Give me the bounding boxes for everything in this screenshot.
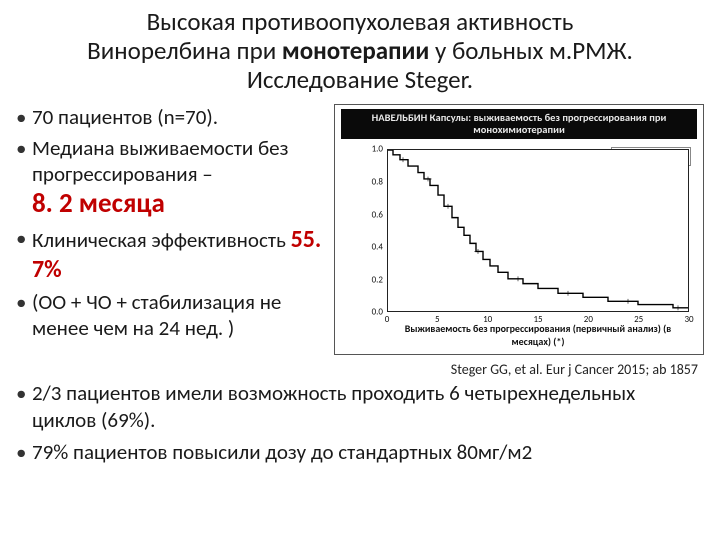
plot-area xyxy=(387,149,689,312)
chart-title-line2: монохимиотерапии xyxy=(473,123,565,136)
censor-mark-icon xyxy=(564,291,571,296)
chart-title: НАВЕЛЬБИН Капсулы: выживаемость без прог… xyxy=(341,109,697,139)
title-line3: Исследование Steger. xyxy=(247,64,473,95)
bullet-5: 2/3 пациентов имели возможность проходит… xyxy=(16,380,704,433)
upper-bullet-list: 70 пациентов (n=70). Медиана выживаемост… xyxy=(16,104,326,341)
title-line1: Высокая противоопухолевая активность xyxy=(147,6,574,37)
title-line2-pre: Винорелбина при xyxy=(87,35,282,66)
right-column: НАВЕЛЬБИН Капсулы: выживаемость без прог… xyxy=(334,104,704,378)
title-line2-post: у больных м.РМЖ. xyxy=(429,35,633,66)
y-tick: 0.8 xyxy=(372,176,383,187)
slide-title: Высокая противоопухолевая активность Вин… xyxy=(16,8,704,94)
bullet-2: Медиана выживаемости без прогрессировани… xyxy=(16,135,326,221)
censor-mark-icon xyxy=(444,204,451,209)
bullet-6-text: 79% пациентов повысили дозу до стандартн… xyxy=(32,439,532,465)
censor-mark-icon xyxy=(624,299,631,304)
y-tick: 0.6 xyxy=(372,209,383,220)
citation: Steger GG, et al. Eur j Cancer 2015; ab … xyxy=(334,361,704,378)
bullet-3-pre: Клиническая эффективность xyxy=(32,227,291,253)
y-tick: 0.0 xyxy=(372,307,383,318)
censor-mark-icon xyxy=(674,306,681,311)
bullet-2-text: Медиана выживаемости без прогрессировани… xyxy=(32,135,289,187)
km-step-line xyxy=(388,150,688,308)
km-chart: НАВЕЛЬБИН Капсулы: выживаемость без прог… xyxy=(334,104,704,355)
bullet-1: 70 пациентов (n=70). xyxy=(16,104,326,130)
km-svg xyxy=(388,150,688,311)
bullet-5-text: 2/3 пациентов имели возможность проходит… xyxy=(32,380,635,432)
y-tick: 1.0 xyxy=(372,144,383,155)
title-line2-bold: монотерапии xyxy=(282,35,429,66)
bullet-4-text: (ОО + ЧО + стабилизация не менее чем на … xyxy=(32,289,281,341)
bullet-4: (ОО + ЧО + стабилизация не менее чем на … xyxy=(16,289,326,342)
chart-title-line1: НАВЕЛЬБИН Капсулы: выживаемость без прог… xyxy=(372,111,667,124)
y-ticks: 0.00.20.40.60.81.0 xyxy=(359,149,385,312)
lower-bullet-list: 2/3 пациентов имели возможность проходит… xyxy=(16,380,704,465)
y-tick: 0.2 xyxy=(372,274,383,285)
censor-mark-icon xyxy=(514,277,521,282)
x-axis-label: Выживаемость без прогрессирования (перви… xyxy=(387,322,689,348)
chart-body: Цензуриров. Вероятность выживания 0.00.2… xyxy=(341,143,697,348)
content-row: 70 пациентов (n=70). Медиана выживаемост… xyxy=(16,104,704,378)
bullet-6: 79% пациентов повысили дозу до стандартн… xyxy=(16,439,704,465)
pfs-highlight: 8. 2 месяца xyxy=(32,187,326,221)
bullet-1-text: 70 пациентов (n=70). xyxy=(32,104,218,130)
left-column: 70 пациентов (n=70). Медиана выживаемост… xyxy=(16,104,326,378)
bullet-3: Клиническая эффективность 55. 7% xyxy=(16,225,326,285)
y-tick: 0.4 xyxy=(372,242,383,253)
